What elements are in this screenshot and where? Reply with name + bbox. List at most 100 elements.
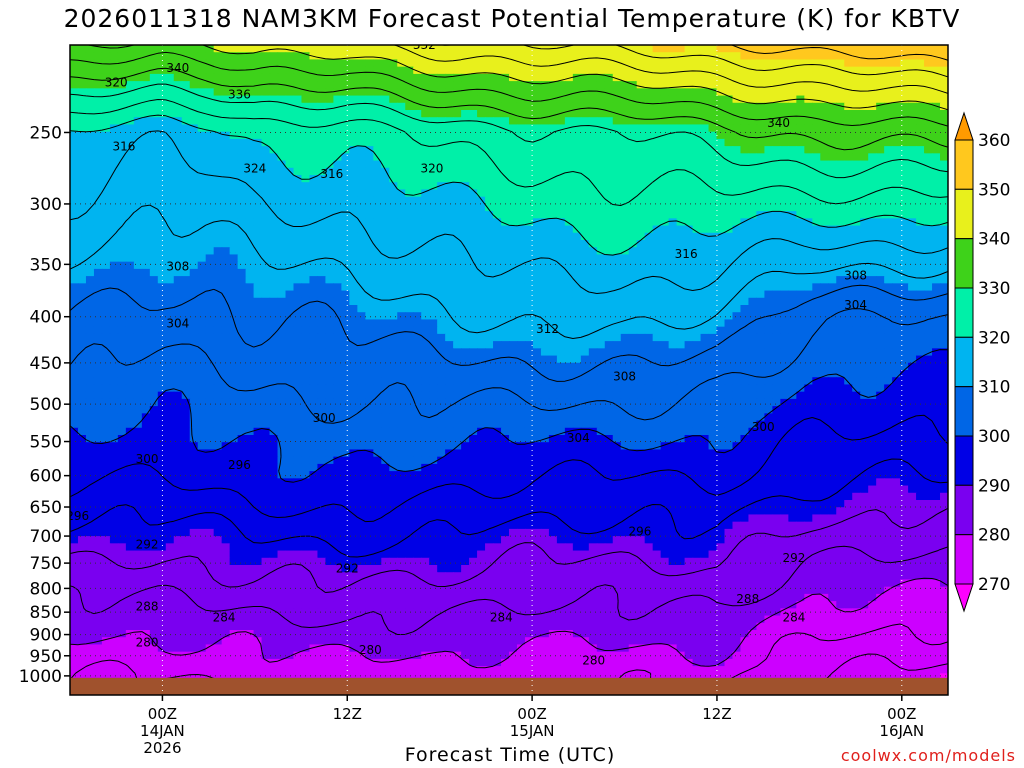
- theta-cell: [237, 59, 247, 68]
- theta-cell: [325, 312, 334, 321]
- theta-cell: [788, 240, 797, 248]
- theta-cell: [564, 290, 574, 299]
- theta-cell: [644, 348, 654, 357]
- theta-cell: [405, 153, 414, 162]
- theta-cell: [485, 45, 494, 53]
- theta-cell: [836, 110, 845, 118]
- theta-cell: [908, 319, 917, 328]
- theta-cell: [101, 146, 111, 154]
- theta-cell: [660, 247, 670, 256]
- theta-cell: [485, 211, 494, 219]
- theta-cell: [221, 218, 231, 227]
- theta-cell: [772, 110, 781, 118]
- theta-cell: [932, 196, 941, 205]
- theta-cell: [684, 211, 694, 219]
- theta-cell: [373, 81, 382, 89]
- theta-cell: [253, 88, 263, 97]
- theta-cell: [580, 160, 590, 169]
- theta-cell: [261, 189, 271, 198]
- theta-cell: [453, 218, 462, 227]
- theta-cell: [445, 110, 454, 118]
- theta-cell: [197, 73, 207, 82]
- theta-cell: [596, 283, 606, 292]
- theta-cell: [149, 182, 159, 191]
- theta-cell: [540, 189, 550, 198]
- theta-cell: [453, 138, 462, 147]
- theta-cell: [309, 240, 319, 248]
- theta-cell: [764, 261, 773, 270]
- theta-cell: [828, 124, 837, 133]
- theta-cell: [173, 95, 183, 104]
- theta-cell: [221, 167, 231, 176]
- theta-cell: [772, 312, 781, 321]
- theta-cell: [285, 66, 295, 75]
- theta-cell: [333, 362, 342, 371]
- theta-cell: [732, 276, 742, 284]
- theta-cell: [668, 95, 678, 104]
- theta-cell: [764, 247, 773, 256]
- theta-cell: [157, 225, 167, 234]
- theta-cell: [117, 341, 127, 349]
- theta-cell: [604, 153, 614, 162]
- theta-cell: [564, 175, 574, 183]
- theta-cell: [157, 312, 167, 321]
- theta-cell: [109, 189, 119, 198]
- theta-cell: [429, 196, 438, 205]
- theta-cell: [652, 110, 662, 118]
- theta-cell: [365, 254, 374, 263]
- theta-cell: [445, 261, 454, 270]
- theta-cell: [301, 305, 311, 313]
- theta-cell: [469, 175, 478, 183]
- theta-cell: [852, 110, 861, 118]
- theta-cell: [381, 232, 390, 241]
- theta-cell: [277, 203, 287, 212]
- theta-cell: [676, 341, 686, 349]
- theta-cell: [381, 95, 390, 104]
- theta-cell: [532, 175, 542, 183]
- theta-cell: [788, 153, 797, 162]
- theta-cell: [405, 240, 414, 248]
- theta-cell: [317, 196, 327, 205]
- theta-cell: [293, 283, 303, 292]
- theta-cell: [437, 348, 446, 357]
- theta-cell: [540, 290, 550, 299]
- theta-cell: [580, 319, 590, 328]
- theta-cell: [229, 261, 239, 270]
- theta-cell: [229, 319, 239, 328]
- theta-cell: [93, 196, 103, 205]
- theta-cell: [516, 261, 526, 270]
- theta-cell: [812, 240, 821, 248]
- theta-cell: [700, 81, 710, 89]
- theta-cell: [421, 326, 430, 335]
- theta-cell: [724, 189, 734, 198]
- theta-cell: [612, 247, 622, 256]
- theta-cell: [133, 52, 143, 61]
- theta-cell: [301, 110, 311, 118]
- theta-cell: [908, 95, 917, 104]
- theta-cell: [772, 138, 781, 147]
- theta-cell: [884, 225, 893, 234]
- theta-cell: [924, 261, 933, 270]
- theta-cell: [421, 52, 430, 61]
- theta-cell: [301, 59, 311, 68]
- theta-cell: [101, 370, 111, 378]
- theta-cell: [652, 312, 662, 321]
- theta-cell: [748, 95, 758, 104]
- theta-cell: [181, 333, 191, 342]
- theta-cell: [676, 117, 686, 126]
- theta-cell: [77, 326, 87, 335]
- theta-cell: [868, 117, 877, 126]
- theta-cell: [828, 131, 837, 140]
- theta-cell: [868, 225, 877, 234]
- theta-cell: [181, 196, 191, 205]
- theta-cell: [812, 73, 821, 82]
- theta-cell: [365, 333, 374, 342]
- theta-cell: [628, 290, 638, 299]
- theta-cell: [772, 290, 781, 299]
- theta-cell: [501, 45, 510, 53]
- theta-cell: [397, 254, 406, 263]
- theta-cell: [357, 218, 366, 227]
- theta-cell: [357, 254, 366, 263]
- theta-cell: [932, 305, 941, 313]
- theta-cell: [509, 52, 518, 61]
